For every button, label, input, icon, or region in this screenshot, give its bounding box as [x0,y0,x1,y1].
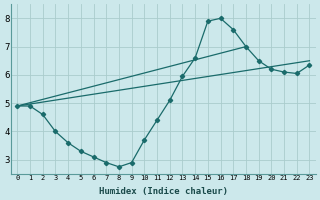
X-axis label: Humidex (Indice chaleur): Humidex (Indice chaleur) [99,187,228,196]
